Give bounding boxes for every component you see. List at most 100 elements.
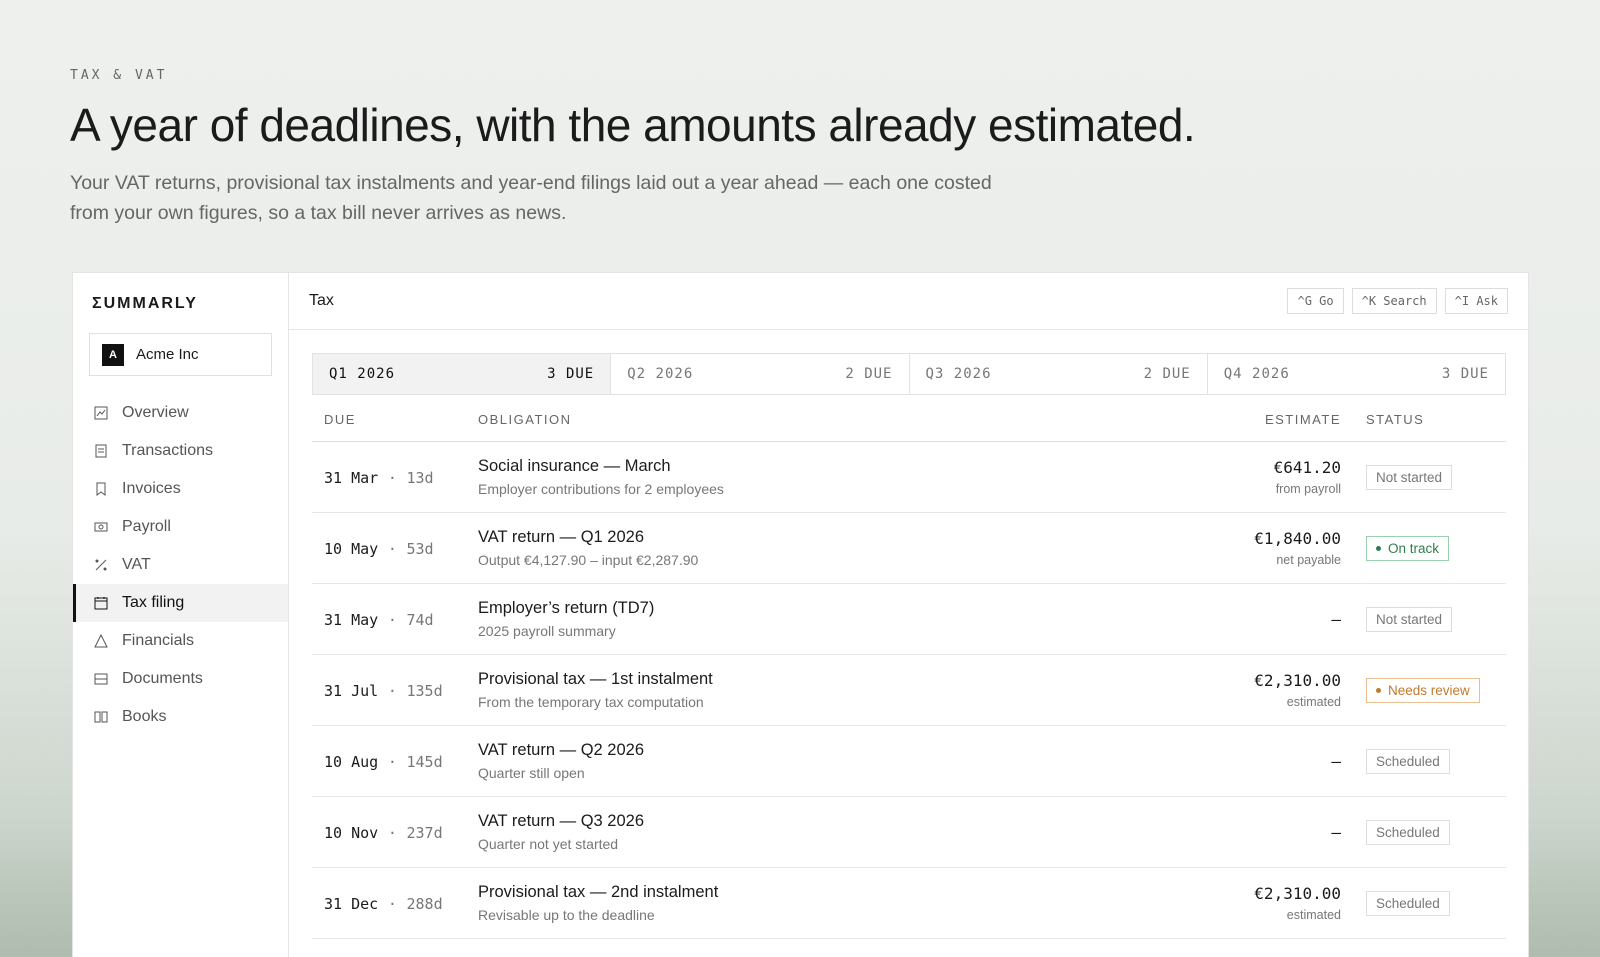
quarter-due: 2 DUE bbox=[845, 366, 893, 382]
quarter-tab[interactable]: Q1 2026 3 DUE bbox=[313, 354, 612, 394]
obligation-cell: VAT return — Q3 2026 Quarter not yet star… bbox=[478, 812, 1166, 852]
due-date: 10 May bbox=[324, 539, 379, 558]
status-badge: On track bbox=[1366, 535, 1450, 561]
table-row[interactable]: 31 Mar · 13d Social insurance — March Empl… bbox=[312, 442, 1506, 513]
nav-label: Invoices bbox=[122, 480, 181, 497]
status-badge: Not started bbox=[1366, 464, 1453, 490]
nav-icon bbox=[94, 711, 108, 723]
separator: · bbox=[387, 610, 397, 629]
days-left: 237d bbox=[406, 823, 443, 842]
company-switcher[interactable]: A Acme Inc bbox=[89, 333, 272, 376]
nav-item[interactable]: Financials bbox=[73, 622, 288, 660]
obligation-title: Employer’s return (TD7) bbox=[478, 599, 655, 617]
due-cell: 31 Jul · 135d bbox=[312, 681, 478, 700]
main: Tax ^G Go ^K Search ^I Ask Q1 2026 3 DUE Q2 … bbox=[289, 273, 1528, 957]
nav-icon bbox=[95, 444, 107, 458]
obligation-title: Provisional tax — 1st instalment bbox=[478, 670, 713, 688]
app-window: ΣUMMARLY A Acme Inc Overview Transactions… bbox=[72, 272, 1529, 957]
due-cell: 10 May · 53d bbox=[312, 539, 478, 558]
nav-item[interactable]: Overview bbox=[73, 394, 288, 432]
nav-item[interactable]: Tax filing bbox=[73, 584, 288, 622]
obligation-cell: Provisional tax — 1st instalment From the… bbox=[478, 670, 1166, 710]
due-date: 31 Jul bbox=[324, 681, 379, 700]
shortcuts: ^G Go ^K Search ^I Ask bbox=[1287, 288, 1508, 314]
obligation-cell: Employer’s return (TD7) 2025 payroll summ… bbox=[478, 599, 1166, 639]
nav-item[interactable]: Books bbox=[73, 698, 288, 736]
obligation-detail: 2025 payroll summary bbox=[478, 623, 616, 639]
quarter-label: Q3 2026 bbox=[925, 366, 992, 382]
estimate: €641.20 bbox=[1273, 458, 1341, 477]
status-text: Needs review bbox=[1388, 682, 1470, 698]
due-cell: 31 Mar · 13d bbox=[312, 468, 478, 487]
days-left: 74d bbox=[406, 610, 434, 629]
nav-icon bbox=[96, 482, 106, 496]
nav-item[interactable]: Documents bbox=[73, 660, 288, 698]
status-badge: Scheduled bbox=[1366, 748, 1450, 774]
status-badge: Scheduled bbox=[1366, 890, 1450, 916]
column-header: STATUS bbox=[1366, 411, 1425, 427]
nav-item[interactable]: Transactions bbox=[73, 432, 288, 470]
nav-item[interactable]: Invoices bbox=[73, 470, 288, 508]
table-row[interactable]: 10 Nov · 237d VAT return — Q3 2026 Quarter… bbox=[312, 797, 1506, 868]
obligation-cell: VAT return — Q1 2026 Output €4,127.90 – i… bbox=[478, 528, 1166, 568]
company-initial: A bbox=[102, 343, 124, 366]
due-date: 10 Aug bbox=[324, 752, 379, 771]
quarter-label: Q1 2026 bbox=[329, 366, 396, 382]
status-cell: Scheduled bbox=[1366, 819, 1506, 845]
status-text: On track bbox=[1388, 540, 1440, 556]
eyebrow: TAX & VAT bbox=[70, 68, 168, 83]
quarter-due: 3 DUE bbox=[547, 366, 595, 382]
nav-icon bbox=[95, 559, 107, 571]
table-row[interactable]: 31 Jul · 135d Provisional tax — 1st insta… bbox=[312, 655, 1506, 726]
nav-icon bbox=[94, 406, 108, 420]
separator: · bbox=[387, 468, 397, 487]
column-header: OBLIGATION bbox=[478, 411, 572, 427]
nav-icon bbox=[94, 597, 108, 610]
days-left: 145d bbox=[406, 752, 443, 771]
due-date: 10 Nov bbox=[324, 823, 379, 842]
estimate: €2,310.00 bbox=[1254, 884, 1341, 903]
status-text: Scheduled bbox=[1376, 895, 1440, 911]
separator: · bbox=[387, 539, 397, 558]
estimate-cell: €641.20 from payroll bbox=[1166, 458, 1366, 496]
nav-label: Transactions bbox=[122, 442, 213, 459]
nav-item[interactable]: VAT bbox=[73, 546, 288, 584]
due-cell: 31 Dec · 288d bbox=[312, 894, 478, 913]
quarter-tab[interactable]: Q3 2026 2 DUE bbox=[910, 354, 1208, 394]
page-title: Tax bbox=[309, 292, 334, 309]
nav-item[interactable]: Payroll bbox=[73, 508, 288, 546]
quarter-tabs: Q1 2026 3 DUE Q2 2026 2 DUE Q3 2026 2 DUE Q4 2… bbox=[312, 353, 1506, 395]
table-row[interactable]: 10 May · 53d VAT return — Q1 2026 Output €… bbox=[312, 513, 1506, 584]
table-row[interactable]: 31 Dec · 288d Provisional tax — 2nd insta… bbox=[312, 868, 1506, 939]
column-header: DUE bbox=[324, 411, 356, 427]
estimate-cell: — bbox=[1166, 823, 1366, 842]
status-text: Not started bbox=[1376, 611, 1443, 627]
nav-label: Documents bbox=[122, 670, 203, 687]
headline: A year of deadlines, with the amounts al… bbox=[70, 99, 1196, 151]
obligation-detail: Employer contributions for 2 employees bbox=[478, 481, 724, 497]
nav-icon bbox=[94, 522, 108, 532]
table-row[interactable]: 31 May · 74d Employer’s return (TD7) 2025 … bbox=[312, 584, 1506, 655]
separator: · bbox=[387, 894, 397, 913]
status-cell: Scheduled bbox=[1366, 890, 1506, 916]
shortcut[interactable]: ^G Go bbox=[1287, 288, 1344, 314]
table-header: DUE OBLIGATION ESTIMATE STATUS bbox=[312, 397, 1506, 442]
shortcut[interactable]: ^K Search bbox=[1351, 288, 1437, 314]
estimate-note: net payable bbox=[1276, 553, 1341, 567]
status-cell: Scheduled bbox=[1366, 748, 1506, 774]
status-badge: Not started bbox=[1366, 606, 1453, 632]
obligation-detail: Quarter still open bbox=[478, 765, 585, 781]
quarter-tab[interactable]: Q2 2026 2 DUE bbox=[611, 354, 910, 394]
shortcut[interactable]: ^I Ask bbox=[1444, 288, 1508, 314]
obligation-detail: Revisable up to the deadline bbox=[478, 907, 655, 923]
due-cell: 31 May · 74d bbox=[312, 610, 478, 629]
table-row[interactable]: 10 Aug · 145d VAT return — Q2 2026 Quarter… bbox=[312, 726, 1506, 797]
estimate-cell: — bbox=[1166, 610, 1366, 629]
column-header: ESTIMATE bbox=[1264, 411, 1341, 427]
obligation-title: Provisional tax — 2nd instalment bbox=[478, 883, 719, 901]
estimate: — bbox=[1331, 822, 1341, 842]
nav-icon bbox=[94, 673, 108, 685]
quarter-tab[interactable]: Q4 2026 3 DUE bbox=[1208, 354, 1505, 394]
status-text: Not started bbox=[1376, 469, 1443, 485]
status-cell: Needs review bbox=[1366, 677, 1506, 703]
